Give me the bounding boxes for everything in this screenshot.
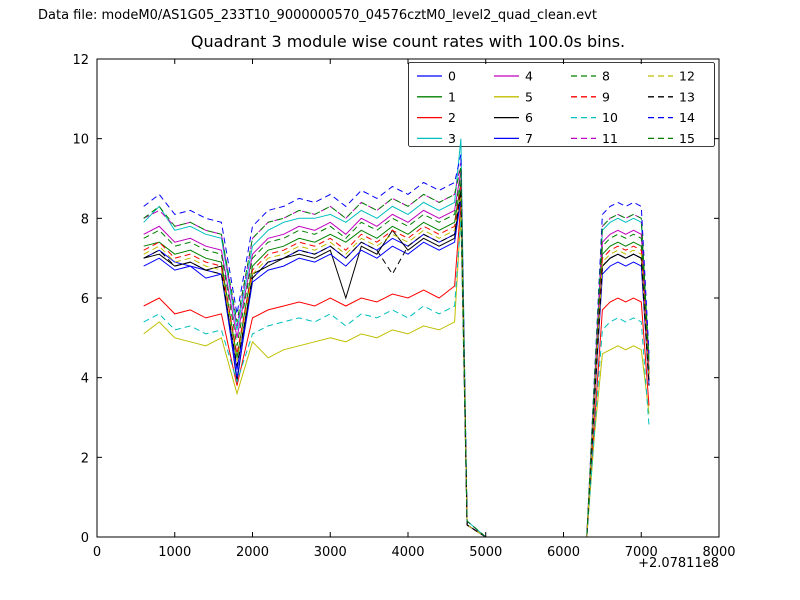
legend-label-15: 15 xyxy=(679,131,695,146)
legend-item-13: 13 xyxy=(648,89,695,104)
series-line-9 xyxy=(143,186,650,538)
series-line-5 xyxy=(143,214,650,538)
legend-item-11: 11 xyxy=(571,131,618,146)
legend-label-3: 3 xyxy=(448,131,456,146)
y-tick-label: 2 xyxy=(81,451,89,466)
legend-label-5: 5 xyxy=(525,89,533,104)
legend-item-1: 1 xyxy=(417,89,456,104)
legend-label-4: 4 xyxy=(525,69,533,84)
series-line-3 xyxy=(143,138,650,538)
legend-item-12: 12 xyxy=(648,69,695,84)
series-line-1 xyxy=(143,182,650,538)
y-tick-label: 0 xyxy=(81,531,89,546)
legend-label-6: 6 xyxy=(525,110,533,125)
x-tick-label: 1000 xyxy=(158,545,191,560)
x-tick-label: 2000 xyxy=(236,545,269,560)
legend-item-8: 8 xyxy=(571,69,610,84)
y-tick-label: 10 xyxy=(72,133,89,148)
chart-title: Quadrant 3 module wise count rates with … xyxy=(190,32,626,51)
legend-frame xyxy=(408,62,715,147)
legend-label-7: 7 xyxy=(525,131,533,146)
x-tick-label: 7000 xyxy=(625,545,658,560)
series-line-14 xyxy=(143,154,650,538)
series-line-7 xyxy=(143,198,650,538)
legend-item-15: 15 xyxy=(648,131,695,146)
data-file-label: Data file: modeM0/AS1G05_233T10_90000005… xyxy=(38,8,597,23)
legend-label-13: 13 xyxy=(679,89,695,104)
series-line-0 xyxy=(143,194,650,538)
x-tick-label: 6000 xyxy=(547,545,580,560)
legend-item-3: 3 xyxy=(417,131,456,146)
legend-label-2: 2 xyxy=(448,110,456,125)
series-line-15 xyxy=(143,166,650,538)
x-tick-label: 3000 xyxy=(314,545,347,560)
legend-label-9: 9 xyxy=(602,89,610,104)
series-line-8 xyxy=(143,174,650,538)
legend-item-2: 2 xyxy=(417,110,456,125)
legend-item-6: 6 xyxy=(494,110,533,125)
legend-item-14: 14 xyxy=(648,110,695,125)
x-axis-offset-label: +2.07811e8 xyxy=(638,556,719,571)
x-tick-label: 0 xyxy=(93,545,101,560)
series-line-12 xyxy=(143,194,650,538)
x-tick-label: 5000 xyxy=(469,545,502,560)
legend-item-10: 10 xyxy=(571,110,618,125)
series-line-13 xyxy=(143,190,650,538)
legend-label-10: 10 xyxy=(602,110,618,125)
legend-label-11: 11 xyxy=(602,131,618,146)
y-tick-label: 12 xyxy=(72,53,89,68)
legend-label-0: 0 xyxy=(448,69,456,84)
legend-item-9: 9 xyxy=(571,89,610,104)
x-tick-label: 8000 xyxy=(702,545,735,560)
legend-item-4: 4 xyxy=(494,69,533,84)
legend-label-8: 8 xyxy=(602,69,610,84)
legend-item-0: 0 xyxy=(417,69,456,84)
series-line-6 xyxy=(143,190,650,538)
legend-item-5: 5 xyxy=(494,89,533,104)
legend-label-1: 1 xyxy=(448,89,456,104)
y-tick-label: 8 xyxy=(81,212,89,227)
x-tick-label: 4000 xyxy=(391,545,424,560)
y-tick-label: 4 xyxy=(81,372,89,387)
legend-item-7: 7 xyxy=(494,131,533,146)
legend-label-14: 14 xyxy=(679,110,695,125)
series-line-10 xyxy=(143,218,650,538)
legend-label-12: 12 xyxy=(679,69,695,84)
series-line-11 xyxy=(143,162,650,538)
series-line-4 xyxy=(143,170,650,538)
series-line-2 xyxy=(143,202,650,538)
y-tick-label: 6 xyxy=(81,292,89,307)
